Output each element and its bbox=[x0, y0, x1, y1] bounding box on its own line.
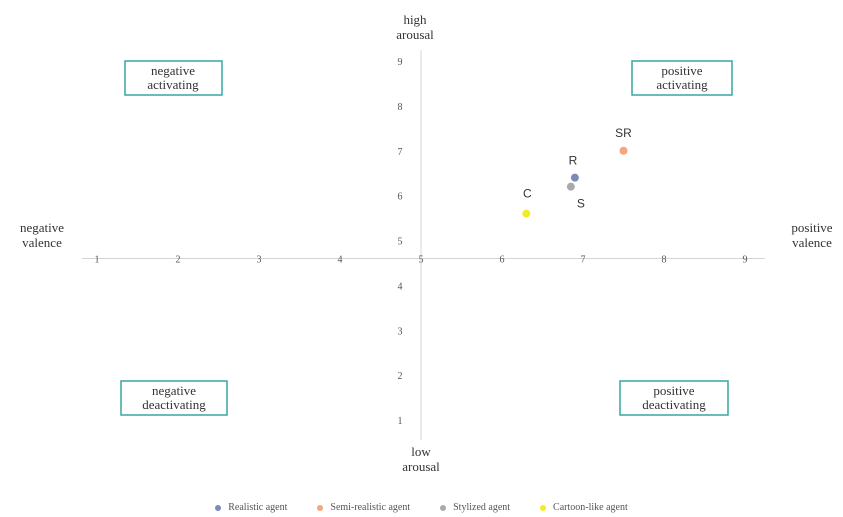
y-tick-label: 4 bbox=[398, 281, 403, 292]
quadrant-bottom-right-line2: deactivating bbox=[642, 397, 706, 412]
quadrant-bottom-left-line1: negative bbox=[152, 383, 196, 398]
quadrant-top-left-line1: negative bbox=[151, 63, 195, 78]
y-axis-top-label-line1: high bbox=[403, 12, 427, 27]
quadrant-bottom-left-line2: deactivating bbox=[142, 397, 206, 412]
legend-item: Cartoon-like agent bbox=[540, 502, 628, 513]
x-tick-label: 4 bbox=[338, 255, 343, 266]
valence-arousal-chart: 1 2 3 4 5 6 7 8 9 1 2 3 4 5 6 7 8 9 high arousal low arou… bbox=[20, 12, 833, 474]
y-axis-bottom-label-line2: arousal bbox=[402, 459, 440, 474]
quadrant-top-left-box bbox=[124, 60, 223, 96]
x-tick-label: 3 bbox=[257, 255, 262, 266]
chart-legend: Realistic agent Semi-realistic agent Styli… bbox=[0, 502, 843, 513]
quadrant-top-right-line2: activating bbox=[656, 77, 708, 92]
legend-label: Realistic agent bbox=[228, 502, 288, 513]
x-axis-left-label-line2: valence bbox=[22, 235, 62, 250]
y-axis-top-label-line2: arousal bbox=[396, 27, 434, 42]
legend-swatch bbox=[540, 504, 547, 511]
quadrant-top-left: negative activating bbox=[124, 60, 223, 96]
legend-label: Cartoon-like agent bbox=[553, 502, 628, 513]
quadrant-bottom-left-box bbox=[120, 380, 228, 416]
data-point-c bbox=[522, 209, 531, 218]
quadrant-bottom-left: negative deactivating bbox=[120, 380, 228, 416]
y-tick-label: 7 bbox=[398, 147, 403, 158]
y-tick-label: 2 bbox=[398, 371, 403, 382]
x-axis-right-label-line2: valence bbox=[792, 235, 832, 250]
x-tick-label: 1 bbox=[95, 255, 100, 266]
legend-item: Stylized agent bbox=[440, 502, 510, 513]
data-label-r: R bbox=[569, 154, 578, 168]
legend-label: Semi-realistic agent bbox=[330, 502, 411, 513]
x-axis-left-label-line1: negative bbox=[20, 220, 64, 235]
x-axis-right-label-line1: positive bbox=[791, 220, 832, 235]
quadrant-bottom-right: positive deactivating bbox=[619, 380, 729, 416]
legend-label: Stylized agent bbox=[453, 502, 511, 513]
quadrant-top-right-line1: positive bbox=[661, 63, 702, 78]
y-tick-label: 3 bbox=[398, 326, 403, 337]
data-point-r bbox=[570, 173, 579, 182]
legend-item: Semi-realistic agent bbox=[317, 502, 410, 513]
x-tick-label: 2 bbox=[176, 255, 181, 266]
y-tick-label: 5 bbox=[398, 237, 403, 248]
y-tick-label: 1 bbox=[398, 416, 403, 427]
legend-swatch bbox=[317, 504, 324, 511]
data-points: R SR S C bbox=[522, 126, 632, 218]
axis-ticks: 1 2 3 4 5 6 7 8 9 1 2 3 4 5 6 7 8 9 bbox=[95, 57, 748, 427]
quadrant-top-right-box bbox=[631, 60, 733, 96]
y-tick-label: 6 bbox=[398, 192, 403, 203]
x-tick-label: 9 bbox=[743, 255, 748, 266]
x-tick-label: 6 bbox=[500, 255, 505, 266]
quadrant-top-right: positive activating bbox=[631, 60, 733, 96]
quadrant-top-left-line2: activating bbox=[147, 77, 199, 92]
x-tick-label: 7 bbox=[581, 255, 586, 266]
quadrant-bottom-right-line1: positive bbox=[653, 383, 694, 398]
data-label-sr: SR bbox=[615, 126, 632, 140]
y-tick-label: 9 bbox=[398, 57, 403, 68]
quadrant-bottom-right-box bbox=[619, 380, 729, 416]
x-tick-label: 8 bbox=[662, 255, 667, 266]
data-label-c: C bbox=[523, 187, 532, 201]
x-tick-label: 5 bbox=[419, 255, 424, 266]
data-point-sr bbox=[619, 146, 628, 155]
legend-swatch bbox=[215, 504, 222, 511]
y-tick-label: 8 bbox=[398, 102, 403, 113]
legend-swatch bbox=[440, 504, 447, 511]
data-point-s bbox=[566, 182, 575, 191]
legend-item: Realistic agent bbox=[215, 502, 287, 513]
y-axis-bottom-label-line1: low bbox=[411, 444, 431, 459]
data-label-s: S bbox=[577, 197, 585, 211]
